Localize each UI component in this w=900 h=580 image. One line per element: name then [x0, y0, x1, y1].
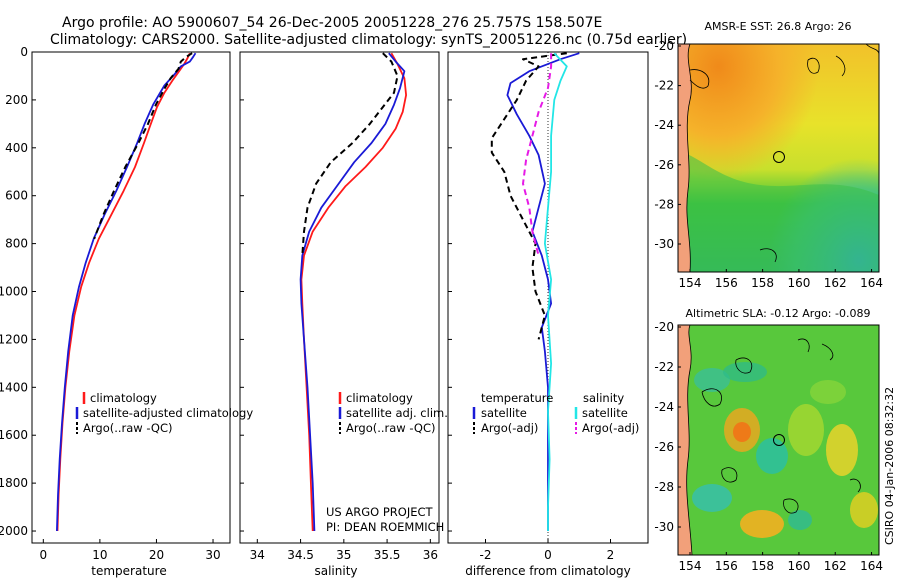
map-y-tick-label: -22 — [654, 79, 674, 93]
salinity-x-axis: 34 34.5 35 35.5 36 — [250, 539, 438, 562]
legend-label-temp-satellite: satellite — [481, 406, 527, 420]
x-tick-label: -2 — [480, 548, 492, 562]
series-line-temperature-satellite — [506, 52, 580, 531]
difference-legend: temperature salinity satellite Argo(-adj… — [472, 391, 639, 435]
x-tick-label: 20 — [149, 548, 164, 562]
map-x-tick-label: 158 — [751, 276, 774, 290]
temperature-legend: climatology satellite-adjusted climatolo… — [75, 391, 253, 435]
sst-map-title: AMSR-E SST: 26.8 Argo: 26 — [704, 20, 851, 33]
sst-map — [678, 44, 879, 272]
series-line-satellite-adj-clim — [299, 52, 406, 532]
depth-tick-label: 400 — [5, 141, 28, 155]
difference-series — [490, 52, 580, 531]
legend-label-sal-satellite: satellite — [582, 406, 628, 420]
sla-float-marker — [773, 434, 785, 446]
sla-map — [678, 325, 879, 555]
depth-tick-label: 1400 — [0, 380, 28, 394]
legend-header-salinity: salinity — [583, 391, 624, 405]
map-y-tick-label: -24 — [654, 400, 674, 414]
x-tick-label: 2 — [607, 548, 615, 562]
sla-map-axes: 154 156 158 160 162 164 -20 -22 -24 -26 -28 -30 — [654, 320, 883, 573]
series-line-salinity-satellite — [544, 52, 568, 531]
depth-tick-label: 1600 — [0, 428, 28, 442]
sla-map-title: Altimetric SLA: -0.12 Argo: -0.089 — [686, 307, 871, 320]
depth-tick-label: 1000 — [0, 285, 28, 299]
x-tick-label: 34 — [250, 548, 265, 562]
depth-tick-label: 200 — [5, 93, 28, 107]
salinity-legend: climatology satellite adj. clim. Argo(..… — [338, 391, 448, 435]
x-tick-label: 35 — [336, 548, 351, 562]
x-tick-label: 30 — [205, 548, 220, 562]
map-x-tick-label: 164 — [860, 559, 883, 573]
legend-header-temperature: temperature — [481, 391, 553, 405]
x-tick-label: 35.5 — [374, 548, 401, 562]
salinity-panel — [239, 51, 440, 544]
sla-map-frame — [677, 324, 880, 556]
legend-label-argo: Argo(..raw -QC) — [346, 421, 436, 435]
map-x-tick-label: 158 — [751, 559, 774, 573]
sst-float-marker — [773, 151, 785, 163]
sst-map-frame — [677, 43, 880, 273]
depth-tick-label: 1200 — [0, 332, 28, 346]
depth-tick-label: 2000 — [0, 524, 28, 538]
map-x-tick-label: 156 — [715, 559, 738, 573]
map-y-tick-label: -20 — [654, 320, 674, 334]
series-line-temperature-argo-adj — [490, 52, 567, 340]
timestamp: CSIRO 04-Jan-2006 08:32:32 — [883, 387, 896, 545]
temperature-series — [56, 52, 197, 532]
x-tick-label: 36 — [423, 548, 438, 562]
map-y-tick-label: -28 — [654, 197, 674, 211]
map-x-tick-label: 154 — [679, 559, 702, 573]
temperature-panel — [31, 51, 231, 544]
legend-label-argo: Argo(..raw -QC) — [83, 421, 173, 435]
map-x-tick-label: 160 — [787, 276, 810, 290]
salinity-xlabel: salinity — [314, 564, 357, 578]
legend-label-climatology: climatology — [346, 391, 413, 405]
map-x-tick-label: 164 — [860, 276, 883, 290]
salinity-series — [299, 52, 408, 532]
difference-x-axis: -2 0 2 — [480, 539, 615, 562]
temperature-xlabel: temperature — [91, 564, 166, 578]
figure-title-line2: Climatology: CARS2000. Satellite-adjuste… — [50, 32, 687, 48]
depth-tick-label: 800 — [5, 237, 28, 251]
map-x-tick-label: 160 — [787, 559, 810, 573]
sst-map-axes: 154 156 158 160 162 164 -20 -22 -24 -26 -28 -30 — [654, 39, 883, 290]
map-y-tick-label: -26 — [654, 158, 674, 172]
map-y-tick-label: -26 — [654, 440, 674, 454]
x-tick-label: 34.5 — [287, 548, 314, 562]
depth-tick-label: 600 — [5, 189, 28, 203]
map-x-tick-label: 156 — [715, 276, 738, 290]
project-pi: PI: DEAN ROEMMICH — [326, 520, 444, 534]
figure-title-line1: Argo profile: AO 5900607_54 26-Dec-2005 … — [62, 15, 602, 31]
legend-label-satellite: satellite adj. clim. — [346, 406, 448, 420]
legend-label-satellite: satellite-adjusted climatology — [83, 406, 253, 420]
x-tick-label: 0 — [39, 548, 47, 562]
map-x-tick-label: 154 — [679, 276, 702, 290]
x-tick-label: 0 — [544, 548, 552, 562]
depth-tick-label: 0 — [20, 45, 28, 59]
project-name: US ARGO PROJECT — [326, 505, 434, 519]
series-line-argo-raw-qc — [93, 52, 193, 240]
legend-label-temp-argo: Argo(-adj) — [481, 421, 538, 435]
depth-tick-label: 1800 — [0, 476, 28, 490]
difference-xlabel: difference from climatology — [465, 564, 631, 578]
map-y-tick-label: -30 — [654, 520, 674, 534]
temperature-x-axis: 0 10 20 30 — [39, 539, 221, 562]
series-line-argo-raw-qc — [301, 52, 399, 256]
legend-label-sal-argo: Argo(-adj) — [582, 421, 639, 435]
series-line-salinity-argo-adj — [522, 53, 553, 256]
map-y-tick-label: -30 — [654, 237, 674, 251]
map-y-tick-label: -20 — [654, 39, 674, 53]
map-x-tick-label: 162 — [824, 559, 847, 573]
map-y-tick-label: -22 — [654, 360, 674, 374]
map-y-tick-label: -28 — [654, 480, 674, 494]
australia-land — [678, 325, 692, 555]
map-y-tick-label: -24 — [654, 118, 674, 132]
depth-axis: 0 200 400 600 800 1000 1200 1400 1600 1800 2000 — [0, 45, 452, 538]
legend-label-climatology: climatology — [90, 391, 157, 405]
map-x-tick-label: 162 — [824, 276, 847, 290]
x-tick-label: 10 — [92, 548, 107, 562]
australia-land — [678, 44, 692, 272]
